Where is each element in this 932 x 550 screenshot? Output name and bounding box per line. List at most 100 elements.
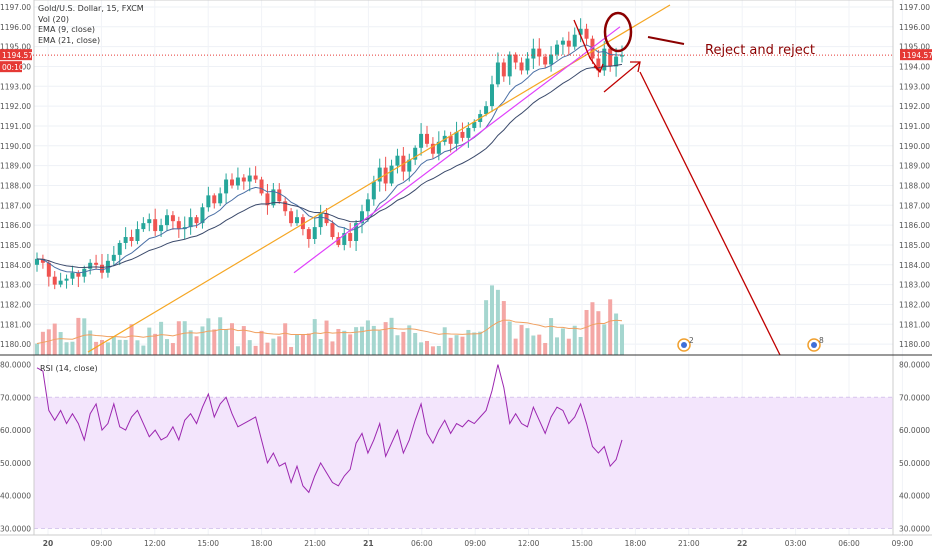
candle-body	[212, 195, 217, 204]
candle-body	[170, 215, 175, 222]
rsi-tick-right: 70.0000	[899, 393, 930, 402]
volume-bar	[253, 345, 258, 355]
candle-body	[436, 141, 441, 154]
arrow-down-small	[573, 19, 601, 73]
volume-bar	[147, 327, 152, 355]
arrow-down-small-head	[593, 63, 604, 74]
candle-body	[224, 179, 229, 194]
rsi-tick-right: 80.0000	[899, 361, 930, 370]
candle-body	[265, 193, 270, 206]
rsi-tick-right: 60.0000	[899, 426, 930, 435]
candle-body	[64, 278, 69, 281]
candle-body	[590, 38, 595, 59]
volume-bar	[507, 321, 512, 355]
candle-body	[413, 147, 418, 160]
candle-body	[235, 177, 240, 186]
candle-body	[295, 217, 299, 224]
volume-bar	[513, 338, 518, 355]
y-tick-right: 1191.00	[899, 122, 930, 131]
volume-bar	[590, 302, 595, 355]
candle-body	[58, 280, 63, 285]
candle-body	[537, 48, 542, 57]
candle-body	[342, 233, 347, 245]
x-tick: 21:00	[304, 539, 326, 548]
y-tick-right: 1197.00	[899, 3, 930, 12]
event-badge-dot	[811, 342, 817, 348]
y-tick-left: 1191.00	[0, 122, 31, 131]
volume-bar	[336, 328, 341, 355]
volume-bar	[35, 343, 39, 355]
volume-bar	[259, 330, 264, 355]
volume-bar	[188, 330, 193, 355]
candle-body	[100, 264, 104, 273]
y-tick-left: 1184.00	[0, 261, 31, 270]
legend-title: Gold/U.S. Dollar, 15, FXCM	[38, 4, 144, 13]
volume-bar	[76, 317, 81, 355]
candle-body	[200, 207, 205, 224]
candle-body	[620, 55, 624, 57]
candle-body	[70, 272, 75, 279]
candle-body	[76, 272, 81, 277]
x-tick: 06:00	[838, 539, 860, 548]
candle-body	[135, 229, 140, 241]
y-tick-left: 1190.00	[0, 142, 31, 151]
candle-body	[507, 54, 512, 77]
candle-body	[348, 233, 353, 241]
volume-bar	[235, 346, 240, 355]
volume-bar	[100, 340, 104, 355]
volume-bar	[365, 320, 370, 355]
x-tick: 21:00	[678, 539, 700, 548]
candle-body	[300, 217, 305, 230]
candle-body	[312, 227, 317, 240]
candle-body	[111, 254, 116, 261]
circle-mark	[603, 11, 633, 53]
volume-bar	[454, 335, 459, 355]
volume-bar	[135, 340, 140, 355]
rsi-tick-right: 30.0000	[899, 524, 930, 533]
candle-body	[336, 237, 341, 245]
volume-bar	[277, 336, 282, 355]
candle-body	[52, 276, 57, 285]
trendline-magenta	[293, 26, 621, 274]
candle-body	[194, 217, 199, 224]
candle-body	[425, 133, 429, 144]
candle-body	[525, 58, 530, 71]
annotation-text: Reject and reject	[705, 43, 815, 58]
y-tick-right: 1196.00	[899, 23, 930, 32]
volume-bar	[614, 313, 619, 355]
x-tick: 12:00	[518, 539, 540, 548]
rsi-tick-right: 50.0000	[899, 459, 930, 468]
y-tick-right: 1194.00	[899, 62, 930, 71]
volume-bar	[300, 334, 305, 355]
ema9-line	[36, 44, 623, 274]
volume-bar	[70, 341, 75, 355]
candle-body	[271, 189, 276, 206]
candle-body	[608, 48, 613, 67]
volume-bar	[283, 323, 288, 355]
volume-bar	[377, 330, 382, 355]
volume-bar	[608, 299, 613, 355]
volume-bar	[295, 334, 299, 355]
volume-bar	[371, 325, 376, 355]
volume-bar	[620, 324, 624, 355]
legend-ema9: EMA (9, close)	[38, 25, 95, 34]
volume-bar	[584, 309, 589, 355]
volume-bar	[425, 340, 429, 355]
countdown-tag	[0, 61, 22, 73]
candle-body	[495, 62, 500, 85]
rsi-tick-left: 80.0000	[0, 361, 31, 370]
candle-body	[218, 193, 223, 204]
x-tick: 06:00	[411, 539, 433, 548]
candle-body	[555, 44, 559, 55]
y-tick-right: 1190.00	[899, 142, 930, 151]
y-tick-right: 1180.00	[899, 340, 930, 349]
x-tick: 21	[363, 539, 373, 548]
candle-body	[472, 121, 477, 128]
x-tick: 20	[43, 539, 53, 548]
volume-bar	[484, 300, 489, 355]
volume-ma-line	[36, 319, 623, 345]
x-tick: 22	[737, 539, 747, 548]
volume-bar	[360, 326, 364, 355]
